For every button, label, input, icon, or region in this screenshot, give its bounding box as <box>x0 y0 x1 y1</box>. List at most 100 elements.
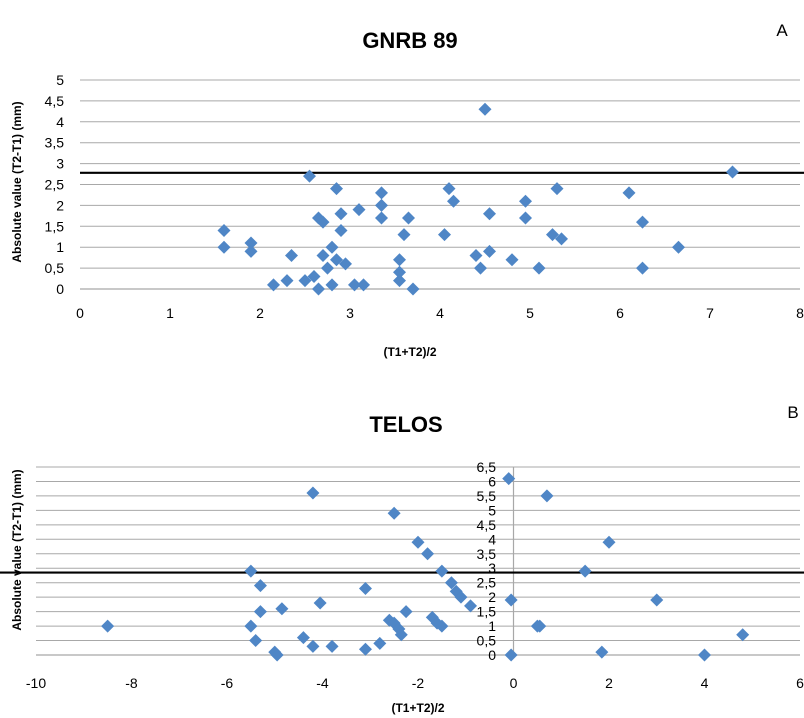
data-point <box>244 564 258 578</box>
y-tick-label: 6,5 <box>477 459 497 475</box>
x-tick-label: -4 <box>316 675 329 691</box>
chart-a-x-axis-label: (T1+T2)/2 <box>383 345 436 359</box>
data-point <box>306 639 320 653</box>
data-point <box>393 253 406 267</box>
data-point <box>519 211 532 225</box>
data-point <box>447 194 460 208</box>
chart-b-x-ticks: -10 -8 -6 -4 -2 0 2 4 6 <box>26 675 804 691</box>
data-point <box>399 605 413 619</box>
data-point <box>330 253 343 267</box>
data-point <box>602 535 616 549</box>
y-tick-label: 3,5 <box>45 135 65 151</box>
x-tick-label: 1 <box>166 305 174 321</box>
data-point <box>555 232 568 246</box>
data-point <box>270 648 284 662</box>
data-point <box>325 240 339 254</box>
data-point <box>672 240 685 254</box>
data-point <box>352 203 366 217</box>
y-tick-label: 4,5 <box>45 93 65 109</box>
data-point <box>435 619 449 633</box>
chart-b-y-ticks: 00,511,522,533,544,555,566,5 <box>477 459 497 663</box>
data-point <box>402 211 415 225</box>
data-point <box>478 102 492 116</box>
data-point <box>244 244 258 258</box>
x-tick-label: 3 <box>346 305 354 321</box>
data-point <box>550 182 564 196</box>
data-point <box>578 564 592 578</box>
data-point <box>464 599 478 613</box>
data-point <box>296 631 310 645</box>
data-point <box>303 169 316 183</box>
data-point <box>726 165 739 179</box>
y-tick-label: 0,5 <box>45 260 65 276</box>
x-tick-label: 2 <box>605 675 613 691</box>
y-tick-label: 4 <box>488 531 496 547</box>
x-tick-label: 6 <box>616 305 624 321</box>
y-tick-label: 5 <box>56 72 64 88</box>
data-point <box>316 215 330 229</box>
chart-a-points <box>217 102 739 296</box>
data-point <box>438 228 451 242</box>
data-point <box>636 261 649 275</box>
data-point <box>313 596 327 610</box>
x-tick-label: 6 <box>796 675 804 691</box>
data-point <box>357 278 370 292</box>
data-point <box>358 642 372 656</box>
data-point <box>736 628 750 642</box>
data-point <box>421 547 435 561</box>
data-point <box>532 261 546 275</box>
chart-b-panel-letter: B <box>787 403 798 422</box>
chart-a-panel-letter: A <box>776 21 788 40</box>
y-tick-label: 2,5 <box>477 575 497 591</box>
y-tick-label: 1,5 <box>45 218 65 234</box>
data-point <box>375 186 388 200</box>
data-point <box>348 278 361 292</box>
data-point <box>469 249 483 263</box>
data-point <box>267 278 280 292</box>
y-tick-label: 5,5 <box>477 488 497 504</box>
y-tick-label: 1 <box>56 239 64 255</box>
x-tick-label: 7 <box>706 305 714 321</box>
data-point <box>249 634 263 648</box>
data-point <box>244 236 258 250</box>
x-tick-label: 8 <box>796 305 804 321</box>
data-point <box>334 207 348 221</box>
data-point <box>253 579 267 593</box>
data-point <box>483 207 496 221</box>
data-point <box>393 265 406 279</box>
data-point <box>502 472 516 486</box>
data-point <box>454 590 468 604</box>
data-point <box>298 274 312 288</box>
data-point <box>397 228 411 242</box>
data-point <box>253 605 267 619</box>
chart-b: TELOS B 00,511,522,533,544,555,566,5 -10… <box>0 403 804 715</box>
data-point <box>483 244 496 258</box>
chart-b-y-axis-label: Absolute value (T2-T1) (mm) <box>10 469 24 630</box>
data-point <box>406 282 420 296</box>
chart-b-x-axis-label: (T1+T2)/2 <box>391 701 444 715</box>
data-point <box>375 211 388 225</box>
data-point <box>334 223 348 237</box>
y-tick-label: 0 <box>56 281 64 297</box>
data-point <box>540 489 554 503</box>
data-point <box>358 581 372 595</box>
data-point <box>393 274 406 288</box>
data-point <box>321 261 334 275</box>
data-point <box>275 602 289 616</box>
y-tick-label: 1,5 <box>477 604 497 620</box>
data-point <box>316 249 330 263</box>
y-tick-label: 2,5 <box>45 177 65 193</box>
data-point <box>325 278 339 292</box>
x-tick-label: 4 <box>701 675 709 691</box>
y-tick-label: 5 <box>488 502 496 518</box>
data-point <box>217 240 231 254</box>
chart-b-gridlines <box>36 466 800 656</box>
data-point <box>595 645 609 659</box>
data-point <box>442 182 456 196</box>
data-point <box>312 282 325 296</box>
x-tick-label: 5 <box>526 305 534 321</box>
data-point <box>306 486 320 500</box>
y-tick-label: 2 <box>488 589 496 605</box>
y-tick-label: 3 <box>488 560 496 576</box>
